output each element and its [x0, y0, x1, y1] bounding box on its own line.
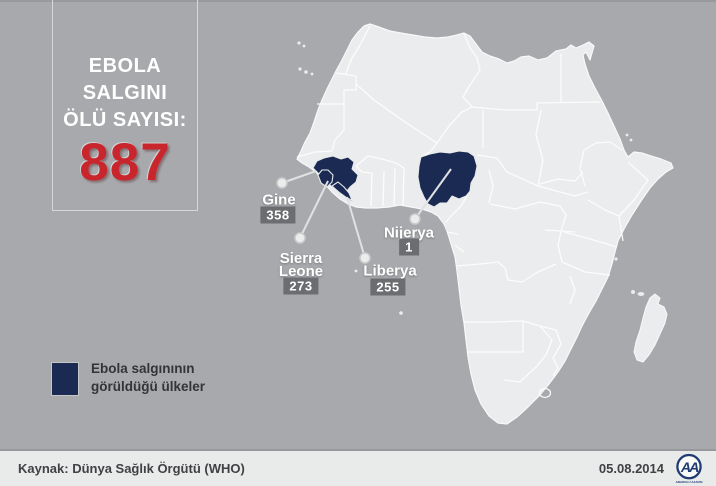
- source-text: Kaynak: Dünya Sağlık Örgütü (WHO): [18, 461, 245, 476]
- country-sierra-leone-shape: [317, 169, 334, 188]
- legend-label-line-1: Ebola salgınının: [91, 361, 195, 376]
- title-line-3: ÖLÜ SAYISI:: [63, 109, 187, 131]
- death-total-value: 887: [79, 133, 171, 192]
- title-line-1: EBOLA: [88, 55, 162, 77]
- badge-sierra-leone-deaths: 273: [283, 277, 319, 295]
- anadolu-agency-logo: AA ANADOLU AJANSI: [676, 453, 703, 484]
- badge-liberya-deaths: 255: [370, 278, 406, 296]
- title-box: EBOLA SALGINI ÖLÜ SAYISI: 887: [52, 0, 198, 211]
- label-liberya: Liberya: [363, 262, 417, 280]
- label-gine: Gine: [262, 191, 296, 209]
- legend-label: Ebola salgınının görüldüğü ülkeler: [91, 360, 205, 396]
- badge-gine-deaths: 358: [260, 206, 296, 224]
- callout-anchor-dots: [276, 177, 421, 264]
- logo-caption: ANADOLU AJANSI: [676, 480, 703, 484]
- badge-nijerya-deaths: 1: [399, 238, 419, 256]
- label-sierra-leone: Sierra Leone: [278, 250, 324, 280]
- date-text: 05.08.2014: [598, 461, 664, 476]
- country-liberia-shape: [331, 181, 353, 201]
- footer-bar: Kaynak: Dünya Sağlık Örgütü (WHO) 05.08.…: [0, 449, 716, 486]
- callout-leader-lines: [281, 168, 452, 259]
- top-edge-strip: [0, 0, 716, 2]
- madagascar-island: [633, 293, 668, 363]
- legend-color-swatch: [52, 363, 78, 395]
- small-islands: [297, 41, 645, 315]
- label-nijerya: Nijerya: [383, 224, 435, 242]
- title-line-2: SALGINI: [82, 82, 168, 104]
- legend-label-line-2: görüldüğü ülkeler: [91, 379, 206, 394]
- logo-monogram: AA: [680, 459, 699, 475]
- africa-mainland: [296, 23, 674, 425]
- country-borders: [296, 25, 649, 399]
